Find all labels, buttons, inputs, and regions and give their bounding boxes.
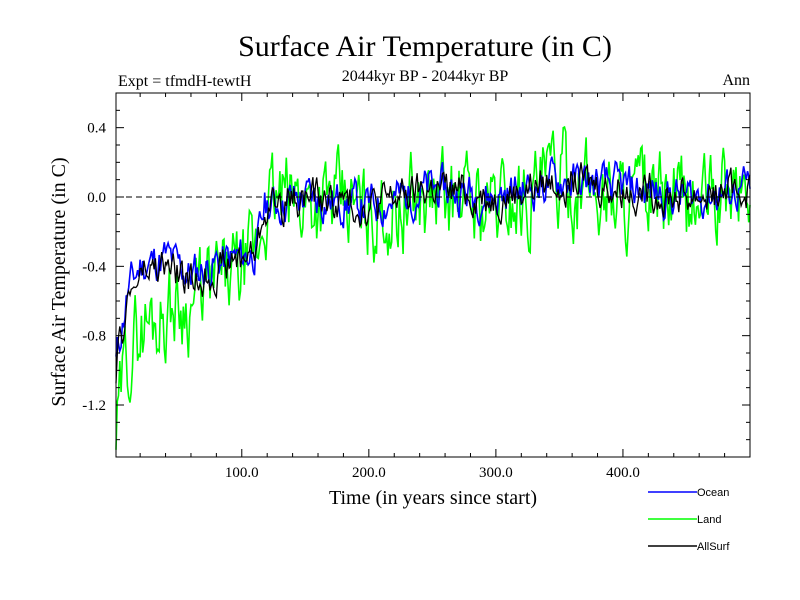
y-tick-label: -0.4 bbox=[82, 259, 106, 275]
x-axis-label: Time (in years since start) bbox=[329, 487, 537, 509]
legend-label-land: Land bbox=[697, 514, 721, 526]
y-tick-label: 0.0 bbox=[87, 190, 106, 206]
y-tick-label: 0.4 bbox=[87, 121, 106, 137]
plot-frame bbox=[115, 92, 751, 458]
y-axis-label: Surface Air Temperature (in C) bbox=[48, 157, 70, 406]
x-tick-label: 100.0 bbox=[225, 465, 259, 481]
series-line-allsurf bbox=[115, 162, 751, 384]
season-label: Ann bbox=[722, 72, 750, 89]
x-tick-label: 200.0 bbox=[352, 465, 386, 481]
legend: Ocean Land AllSurf bbox=[648, 487, 730, 553]
chart-title: Surface Air Temperature (in C) bbox=[238, 30, 612, 63]
x-tick-label: 300.0 bbox=[479, 465, 513, 481]
y-tick-label: -0.8 bbox=[82, 329, 106, 345]
legend-label-allsurf: AllSurf bbox=[697, 541, 730, 553]
y-tick-label: -1.2 bbox=[82, 398, 106, 414]
x-tick-label: 400.0 bbox=[606, 465, 640, 481]
expt-label: Expt = tfmdH-tewtH bbox=[118, 73, 252, 90]
axis-ticks: 100.0 200.0 300.0 400.0 0.4 0.0 -0.4 -0.8 -1.2 bbox=[82, 93, 750, 481]
series-layer bbox=[115, 125, 751, 450]
series-line-ocean bbox=[115, 156, 751, 357]
chart-subtitle: 2044kyr BP - 2044kyr BP bbox=[342, 68, 509, 85]
legend-label-ocean: Ocean bbox=[697, 487, 729, 499]
series-line-land bbox=[115, 125, 751, 450]
